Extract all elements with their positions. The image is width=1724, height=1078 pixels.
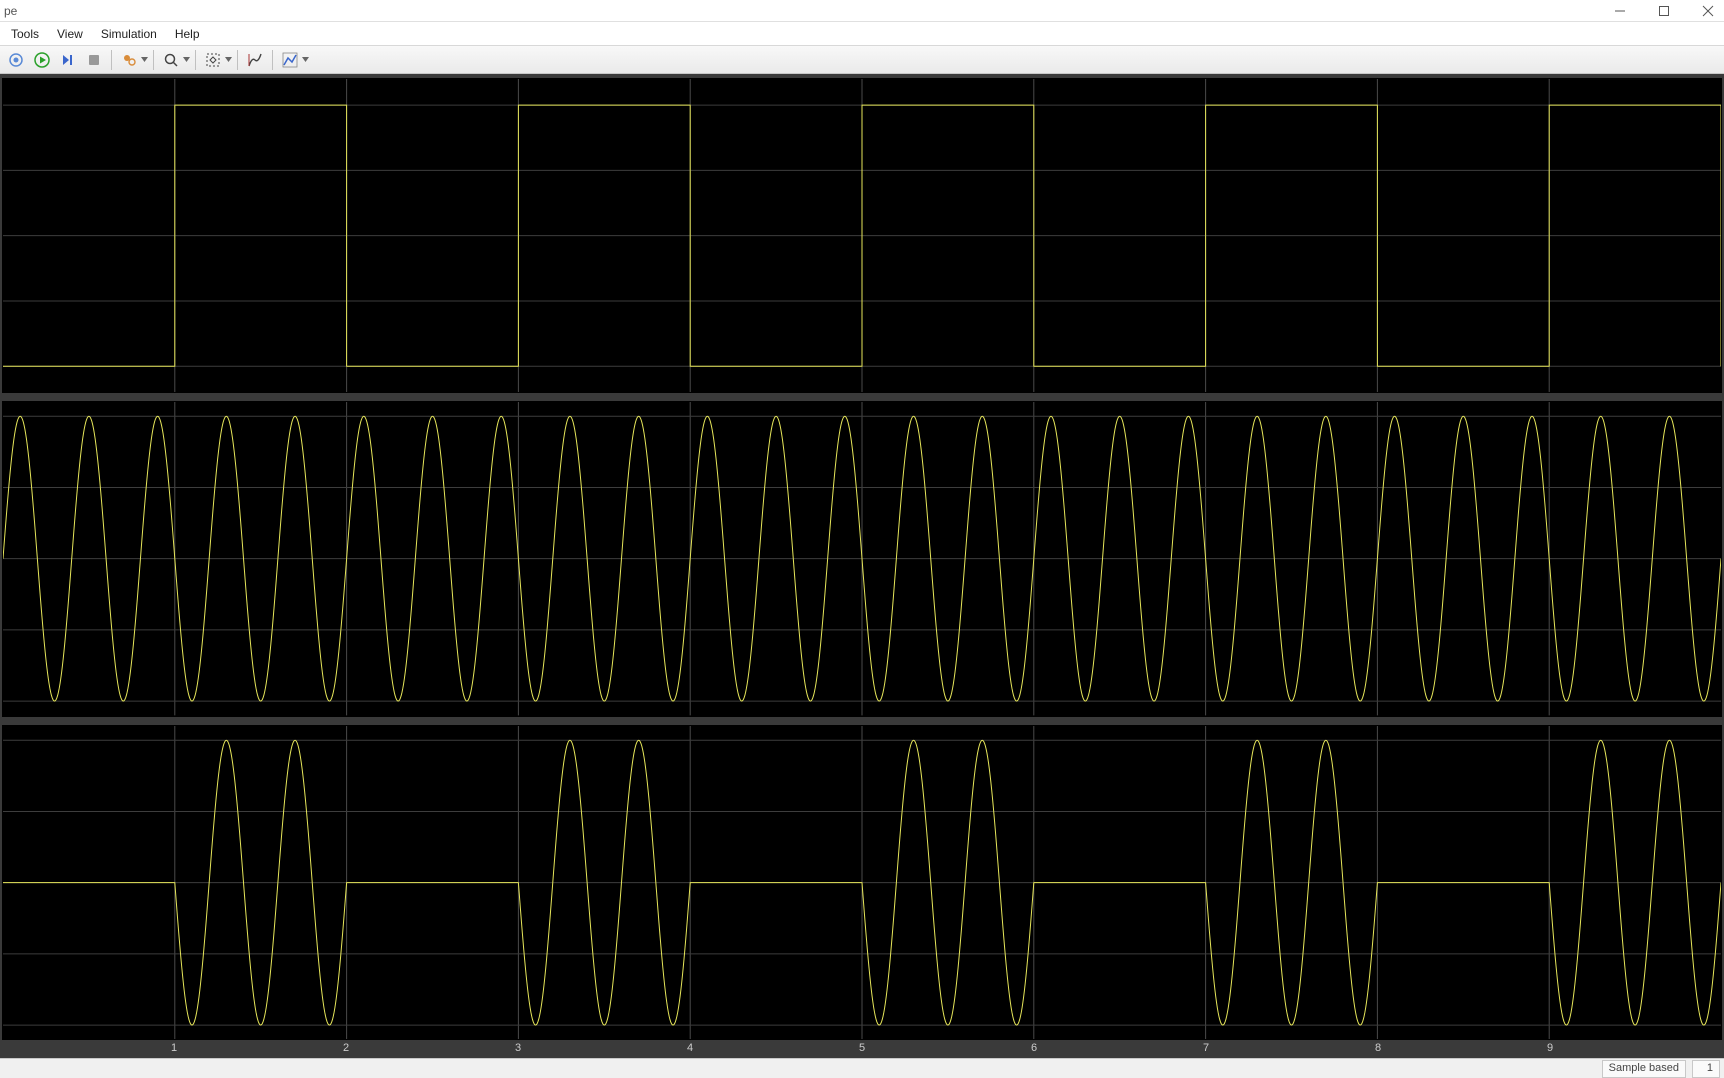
x-tick-label: 3 <box>515 1042 521 1054</box>
x-tick-label: 2 <box>343 1042 349 1054</box>
toolbar-separator <box>111 50 112 70</box>
menu-tools[interactable]: Tools <box>2 22 48 45</box>
scale-fit-dropdown[interactable] <box>225 49 232 71</box>
highlight-icon <box>121 52 137 68</box>
scope-plot-1[interactable] <box>2 78 1722 393</box>
stop-icon <box>86 52 102 68</box>
toolbar-separator <box>237 50 238 70</box>
close-icon <box>1702 5 1714 17</box>
scale-fit-button[interactable] <box>201 48 225 72</box>
status-mode: Sample based <box>1602 1060 1686 1078</box>
zoom-icon <box>163 52 179 68</box>
measurements-icon <box>282 52 298 68</box>
toolbar-separator <box>153 50 154 70</box>
zoom-button[interactable] <box>159 48 183 72</box>
minimize-button[interactable] <box>1612 3 1628 19</box>
x-tick-label: 9 <box>1547 1042 1553 1054</box>
highlight-button[interactable] <box>117 48 141 72</box>
toolbar-separator <box>272 50 273 70</box>
status-bar: Sample based 1 <box>0 1058 1724 1078</box>
plot-container <box>0 78 1724 1040</box>
x-tick-label: 5 <box>859 1042 865 1054</box>
window-title: pe <box>4 4 17 18</box>
menu-bar: Tools View Simulation Help <box>0 22 1724 46</box>
stop-button[interactable] <box>82 48 106 72</box>
highlight-dropdown[interactable] <box>141 49 148 71</box>
x-tick-label: 6 <box>1031 1042 1037 1054</box>
title-bar: pe <box>0 0 1724 22</box>
menu-simulation[interactable]: Simulation <box>92 22 166 45</box>
maximize-icon <box>1658 5 1670 17</box>
printer-icon <box>8 52 24 68</box>
measurements-button[interactable] <box>278 48 302 72</box>
cursor-button[interactable] <box>243 48 267 72</box>
menu-view[interactable]: View <box>48 22 92 45</box>
zoom-dropdown[interactable] <box>183 49 190 71</box>
menu-help[interactable]: Help <box>166 22 209 45</box>
x-axis-ticks: 1 2 3 4 5 6 7 8 9 <box>0 1040 1724 1058</box>
close-button[interactable] <box>1700 3 1716 19</box>
x-tick-label: 4 <box>687 1042 693 1054</box>
scope-plot-3[interactable] <box>2 725 1722 1040</box>
run-button[interactable] <box>30 48 54 72</box>
printer-button[interactable] <box>4 48 28 72</box>
measurements-dropdown[interactable] <box>302 49 309 71</box>
fit-icon <box>205 52 221 68</box>
tool-bar <box>0 46 1724 74</box>
step-forward-icon <box>60 52 76 68</box>
window-controls <box>1612 0 1722 22</box>
x-tick-label: 1 <box>171 1042 177 1054</box>
scope-plot-2[interactable] <box>2 401 1722 716</box>
run-icon <box>34 52 50 68</box>
maximize-button[interactable] <box>1656 3 1672 19</box>
toolbar-separator <box>195 50 196 70</box>
x-tick-label: 8 <box>1375 1042 1381 1054</box>
cursor-icon <box>247 52 263 68</box>
step-forward-button[interactable] <box>56 48 80 72</box>
scope-area: 1 2 3 4 5 6 7 8 9 <box>0 74 1724 1058</box>
x-tick-label: 7 <box>1203 1042 1209 1054</box>
status-time: 1 <box>1692 1060 1720 1078</box>
minimize-icon <box>1614 5 1626 17</box>
